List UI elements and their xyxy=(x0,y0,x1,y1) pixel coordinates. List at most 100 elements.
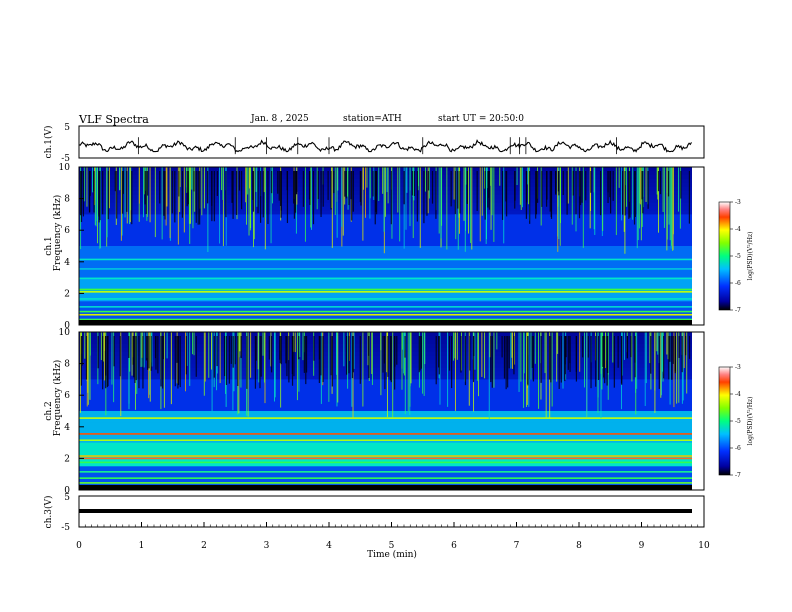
dark-gap xyxy=(472,336,475,383)
sferic-streak xyxy=(204,332,206,382)
dark-gap xyxy=(234,336,236,365)
sferic-streak xyxy=(380,332,382,396)
dark-gap xyxy=(211,171,213,222)
dark-gap xyxy=(578,171,581,219)
sferic-streak xyxy=(397,167,399,213)
dark-gap xyxy=(113,336,115,367)
sferic-streak xyxy=(120,167,122,241)
dark-gap xyxy=(488,171,490,198)
spectrogram-band xyxy=(79,269,692,275)
sferic-streak xyxy=(510,332,512,369)
sferic-streak xyxy=(386,332,388,373)
sferic-streak xyxy=(453,332,455,361)
sferic-streak xyxy=(407,332,409,412)
dark-gap xyxy=(313,336,315,361)
dark-gap xyxy=(451,336,453,389)
sferic-streak xyxy=(468,332,470,406)
sferic-streak xyxy=(623,332,625,360)
spectrogram-band xyxy=(79,285,692,290)
x-tick-label: 10 xyxy=(698,541,710,551)
dark-gap xyxy=(119,336,121,377)
sferic-streak xyxy=(240,332,242,388)
dark-gap xyxy=(501,336,503,358)
dark-gap xyxy=(148,336,150,369)
sferic-streak xyxy=(362,332,364,407)
sferic-streak xyxy=(638,167,640,229)
dark-gap xyxy=(293,171,296,219)
sferic-streak xyxy=(92,167,94,193)
y-tick-label: 6 xyxy=(64,391,70,401)
dark-gap xyxy=(416,171,418,222)
dark-gap xyxy=(286,171,289,224)
dark-gap xyxy=(546,171,548,200)
sferic-streak xyxy=(274,332,275,402)
sferic-streak xyxy=(383,167,385,232)
sferic-streak xyxy=(247,332,249,417)
dark-gap xyxy=(469,336,471,371)
sferic-streak xyxy=(299,332,301,358)
dark-gap xyxy=(309,171,311,205)
dark-gap xyxy=(529,171,531,224)
dark-gap xyxy=(360,171,362,206)
sferic-streak xyxy=(463,167,465,221)
dark-gap xyxy=(351,336,354,379)
sferic-streak xyxy=(334,167,336,215)
dark-gap xyxy=(587,336,589,358)
sferic-streak xyxy=(666,332,668,355)
dark-gap xyxy=(535,171,537,219)
sferic-streak xyxy=(678,332,680,403)
dark-gap xyxy=(629,171,631,218)
dark-gap xyxy=(394,336,396,390)
sferic-streak xyxy=(649,332,651,364)
dark-gap xyxy=(333,171,335,194)
dark-gap xyxy=(216,336,218,367)
dark-gap xyxy=(535,171,538,215)
ch3-ylabel: ch.3(V) xyxy=(43,496,54,529)
dark-gap xyxy=(105,336,107,389)
sferic-streak xyxy=(478,332,479,397)
sferic-streak xyxy=(666,167,668,240)
dark-gap xyxy=(667,171,670,197)
sferic-streak xyxy=(654,332,656,413)
dark-gap xyxy=(207,171,209,204)
dark-gap xyxy=(225,171,227,218)
sferic-streak xyxy=(636,167,638,249)
date-label: Jan. 8 , 2025 xyxy=(251,114,309,124)
ch1-ytick-bottom: -5 xyxy=(61,154,70,164)
dark-gap xyxy=(128,336,130,358)
spectrogram-line xyxy=(79,291,692,293)
spectrogram-band xyxy=(79,442,692,448)
sferic-streak xyxy=(520,332,522,382)
sferic-streak xyxy=(353,332,355,369)
dark-gap xyxy=(312,171,315,225)
dark-gap xyxy=(459,171,461,214)
dark-gap xyxy=(626,336,629,359)
sferic-streak xyxy=(166,167,168,207)
sferic-streak xyxy=(104,332,106,351)
dark-gap xyxy=(93,171,95,213)
ch2-ylabel-channel: ch.2 xyxy=(44,401,54,420)
dark-gap xyxy=(420,336,422,369)
dark-gap xyxy=(566,171,568,215)
sferic-streak xyxy=(95,167,97,227)
dark-gap xyxy=(678,336,680,358)
dark-gap xyxy=(602,336,604,367)
sferic-streak xyxy=(264,167,266,218)
dark-gap xyxy=(374,171,376,225)
sferic-streak xyxy=(484,167,485,189)
sferic-streak xyxy=(143,332,145,368)
spectrogram-band xyxy=(79,387,692,392)
dark-gap xyxy=(238,171,241,191)
y-tick-label: 2 xyxy=(64,289,70,299)
ch1-colorbar: -3 -4 -5 -6 -7 log(PSD)(V²/Hz) xyxy=(718,199,754,314)
sferic-streak xyxy=(639,167,641,205)
sferic-streak xyxy=(623,167,625,232)
sferic-streak xyxy=(644,332,646,406)
dark-gap xyxy=(359,336,361,384)
sferic-streak xyxy=(336,332,338,407)
sferic-streak xyxy=(423,332,425,396)
dark-gap xyxy=(428,171,430,191)
sferic-streak xyxy=(253,167,255,240)
dark-gap xyxy=(114,171,116,192)
sferic-streak xyxy=(246,167,247,225)
